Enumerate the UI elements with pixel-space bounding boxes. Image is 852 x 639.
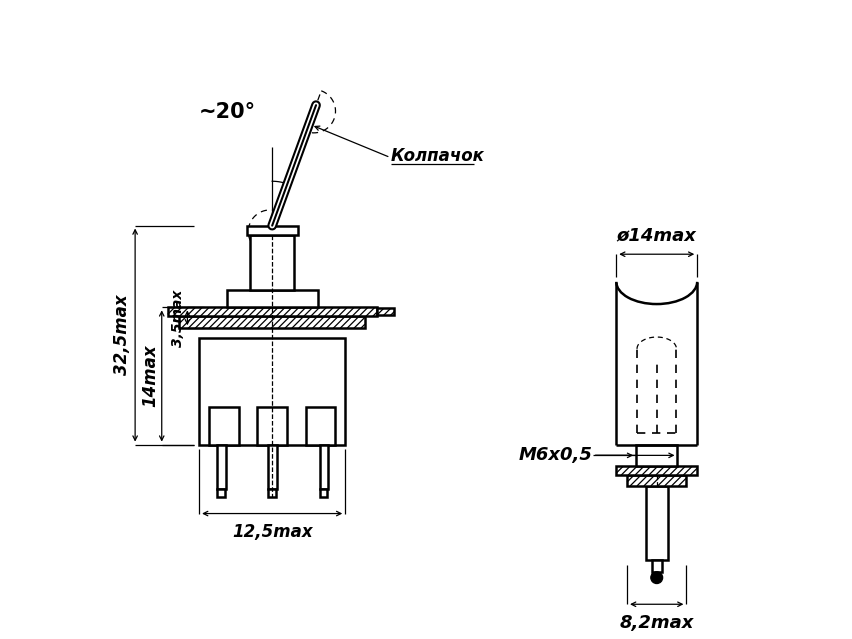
Text: ø14max: ø14max [617, 226, 697, 244]
Bar [320, 445, 328, 489]
Text: 32,5max: 32,5max [113, 295, 131, 375]
Bar [180, 316, 365, 328]
Text: 12,5max: 12,5max [232, 523, 313, 541]
Text: M6х0,5: M6х0,5 [519, 447, 592, 465]
Text: 14max: 14max [141, 344, 158, 407]
Bar [257, 407, 287, 445]
Bar [217, 445, 226, 489]
Bar [320, 489, 327, 497]
Bar [268, 445, 277, 489]
Text: 8,2max: 8,2max [619, 614, 694, 632]
Bar [199, 338, 345, 445]
Circle shape [651, 572, 663, 583]
Bar [217, 489, 225, 497]
Bar [616, 466, 697, 475]
Bar [209, 407, 239, 445]
Bar [306, 407, 336, 445]
Bar [246, 226, 298, 236]
Text: Колпачок: Колпачок [390, 146, 485, 165]
Bar [168, 307, 377, 316]
Bar [636, 445, 677, 466]
Bar [627, 475, 687, 486]
Bar [268, 489, 276, 497]
Bar [377, 309, 394, 316]
Text: ~20°: ~20° [199, 102, 256, 122]
Bar [646, 486, 668, 560]
Bar [250, 236, 294, 289]
Text: 3,5max: 3,5max [171, 289, 186, 346]
Bar [227, 289, 318, 307]
Bar [652, 560, 662, 572]
